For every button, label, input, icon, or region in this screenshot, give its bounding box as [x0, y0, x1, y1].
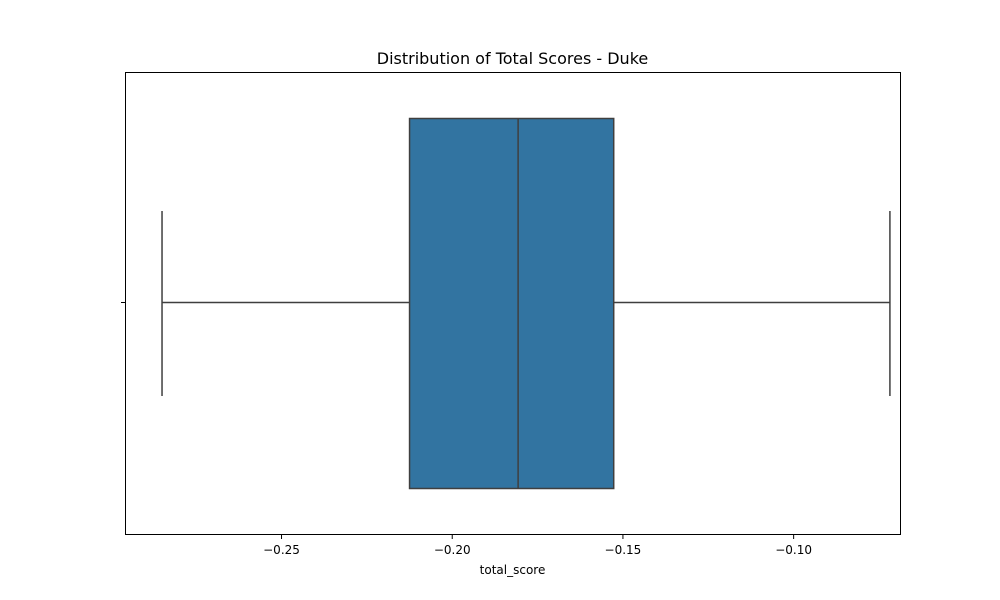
x-tick-label: −0.10 [775, 543, 812, 557]
x-tick-label: −0.15 [605, 543, 642, 557]
x-tick-label: −0.25 [263, 543, 300, 557]
x-axis-ticks: −0.25 −0.20 −0.15 −0.10 [263, 534, 812, 557]
x-axis-label: total_score [480, 563, 546, 577]
iqr-box [408, 117, 615, 490]
box-group [161, 117, 891, 490]
x-tick-label: −0.20 [434, 543, 471, 557]
chart-title: Distribution of Total Scores - Duke [377, 49, 648, 68]
plot-area-frame [125, 72, 901, 535]
